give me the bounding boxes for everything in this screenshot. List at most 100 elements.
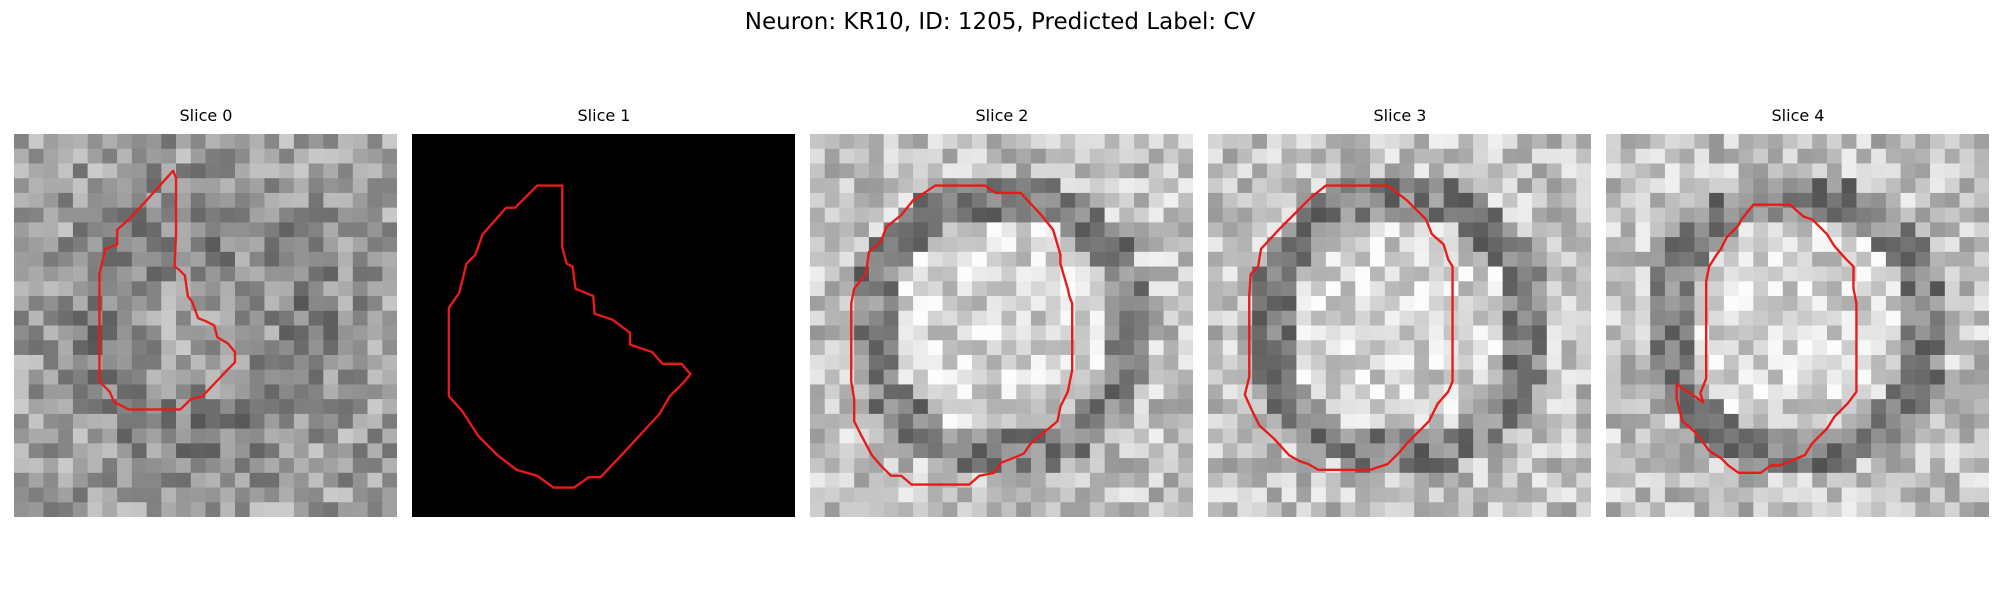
pixel [1178, 148, 1193, 164]
pixel [1841, 384, 1857, 400]
pixel [957, 310, 973, 326]
pixel [913, 207, 929, 223]
pixel [1325, 296, 1341, 312]
pixel [1871, 502, 1887, 517]
pixel [293, 134, 309, 150]
pixel [87, 413, 103, 429]
pixel [1959, 237, 1975, 253]
pixel [1325, 251, 1341, 267]
pixel [1148, 384, 1164, 400]
pixel [1266, 325, 1282, 341]
pixel [1399, 251, 1415, 267]
pixel [1841, 472, 1857, 488]
pixel [352, 399, 368, 415]
pixel [1797, 207, 1813, 223]
pixel [972, 251, 988, 267]
pixel [1414, 428, 1430, 444]
pixel [1532, 472, 1548, 488]
pixel [1812, 207, 1828, 223]
pixel [1148, 163, 1164, 179]
pixel [1826, 163, 1842, 179]
pixel [102, 340, 118, 356]
pixel [1871, 310, 1887, 326]
pixel [43, 251, 59, 267]
pixel [1871, 399, 1887, 415]
pixel [1635, 458, 1651, 474]
pixel [1871, 178, 1887, 194]
pixel [1296, 237, 1312, 253]
pixel [957, 502, 973, 517]
pixel [1885, 148, 1901, 164]
pixel [1428, 487, 1444, 503]
pixel [1311, 413, 1327, 429]
pixel [1871, 296, 1887, 312]
pixel [868, 428, 884, 444]
pixel [1148, 251, 1164, 267]
pixel [293, 296, 309, 312]
pixel [839, 148, 855, 164]
pixel [942, 266, 958, 282]
pixel [1753, 487, 1769, 503]
pixel [1148, 428, 1164, 444]
pixel [382, 472, 397, 488]
pixel [1974, 296, 1989, 312]
pixel [1119, 134, 1135, 150]
pixel [1930, 413, 1946, 429]
pixel [43, 207, 59, 223]
slice-title-1: Slice 1 [577, 106, 631, 125]
pixel [1089, 251, 1105, 267]
pixel [957, 399, 973, 415]
pixel [868, 148, 884, 164]
pixel [1738, 237, 1754, 253]
pixel [1546, 134, 1562, 150]
pixel [1709, 296, 1725, 312]
pixel [338, 178, 354, 194]
pixel [1576, 207, 1591, 223]
pixel [1797, 310, 1813, 326]
pixel [1340, 222, 1356, 238]
pixel [1428, 369, 1444, 385]
pixel [1517, 443, 1533, 459]
pixel [279, 148, 295, 164]
pixel [1178, 384, 1193, 400]
pixel [1812, 325, 1828, 341]
pixel [1089, 266, 1105, 282]
pixel [1782, 266, 1798, 282]
pixel [1016, 222, 1032, 238]
pixel [1252, 502, 1268, 517]
pixel [1252, 369, 1268, 385]
pixel [1296, 192, 1312, 208]
pixel [1208, 428, 1224, 444]
pixel [1738, 281, 1754, 297]
pixel [1885, 192, 1901, 208]
pixel [1723, 178, 1739, 194]
pixel [1458, 310, 1474, 326]
pixel [1532, 251, 1548, 267]
pixel [1178, 178, 1193, 194]
pixel [1738, 340, 1754, 356]
pixel [352, 458, 368, 474]
pixel [1679, 222, 1695, 238]
pixel [1768, 502, 1784, 517]
pixel [1664, 222, 1680, 238]
pixel [1104, 296, 1120, 312]
pixel [1959, 340, 1975, 356]
pixel [1944, 428, 1960, 444]
pixel [1930, 251, 1946, 267]
pixel [1944, 399, 1960, 415]
pixel [58, 251, 74, 267]
pixel [1030, 134, 1046, 150]
pixel [1797, 148, 1813, 164]
pixel [176, 251, 192, 267]
pixel [854, 310, 870, 326]
pixel [43, 178, 59, 194]
pixel [1075, 281, 1091, 297]
pixel [1119, 237, 1135, 253]
pixel [1473, 134, 1489, 150]
pixel [1443, 458, 1459, 474]
pixel [1502, 134, 1518, 150]
pixel [1856, 458, 1872, 474]
pixel [1370, 251, 1386, 267]
pixel [1871, 222, 1887, 238]
pixel [868, 354, 884, 370]
